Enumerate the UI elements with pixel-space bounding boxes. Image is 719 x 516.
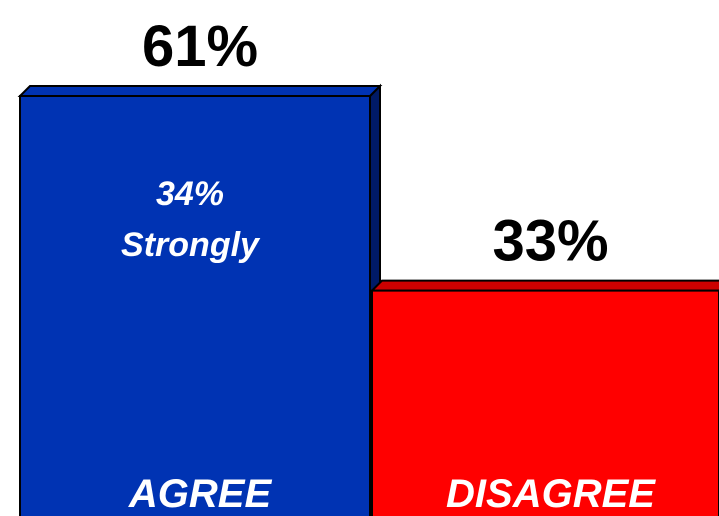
category-label-disagree: DISAGREE (446, 472, 656, 516)
value-label-agree: 61% (142, 14, 258, 79)
bars-layer (17, 83, 719, 516)
value-label-disagree: 33% (492, 209, 608, 274)
bar-top-agree (17, 85, 383, 97)
inner-label-line-1: 34% (156, 175, 224, 213)
bar-top-disagree (369, 279, 719, 292)
inner-label-line-2: Strongly (121, 226, 261, 264)
category-label-agree: AGREE (128, 472, 273, 516)
bar-disagree (371, 289, 719, 516)
bar-agree (19, 95, 371, 516)
